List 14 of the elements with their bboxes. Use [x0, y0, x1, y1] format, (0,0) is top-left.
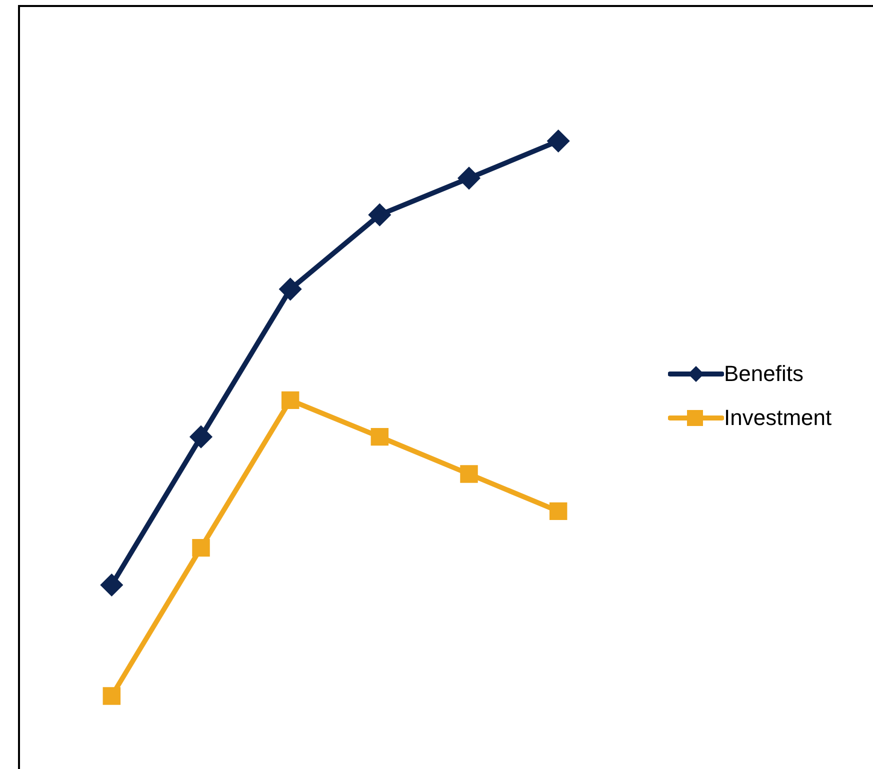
point	[369, 204, 390, 226]
point	[548, 130, 569, 152]
point	[192, 538, 210, 557]
point	[370, 428, 389, 446]
point	[460, 465, 478, 483]
legend-label: Investment	[724, 405, 832, 431]
point	[190, 426, 212, 448]
point	[102, 687, 121, 705]
point	[101, 574, 122, 596]
point	[280, 278, 301, 300]
point	[458, 168, 480, 189]
point	[281, 391, 300, 410]
point	[549, 502, 568, 520]
legend-label: Benefits	[724, 361, 804, 387]
